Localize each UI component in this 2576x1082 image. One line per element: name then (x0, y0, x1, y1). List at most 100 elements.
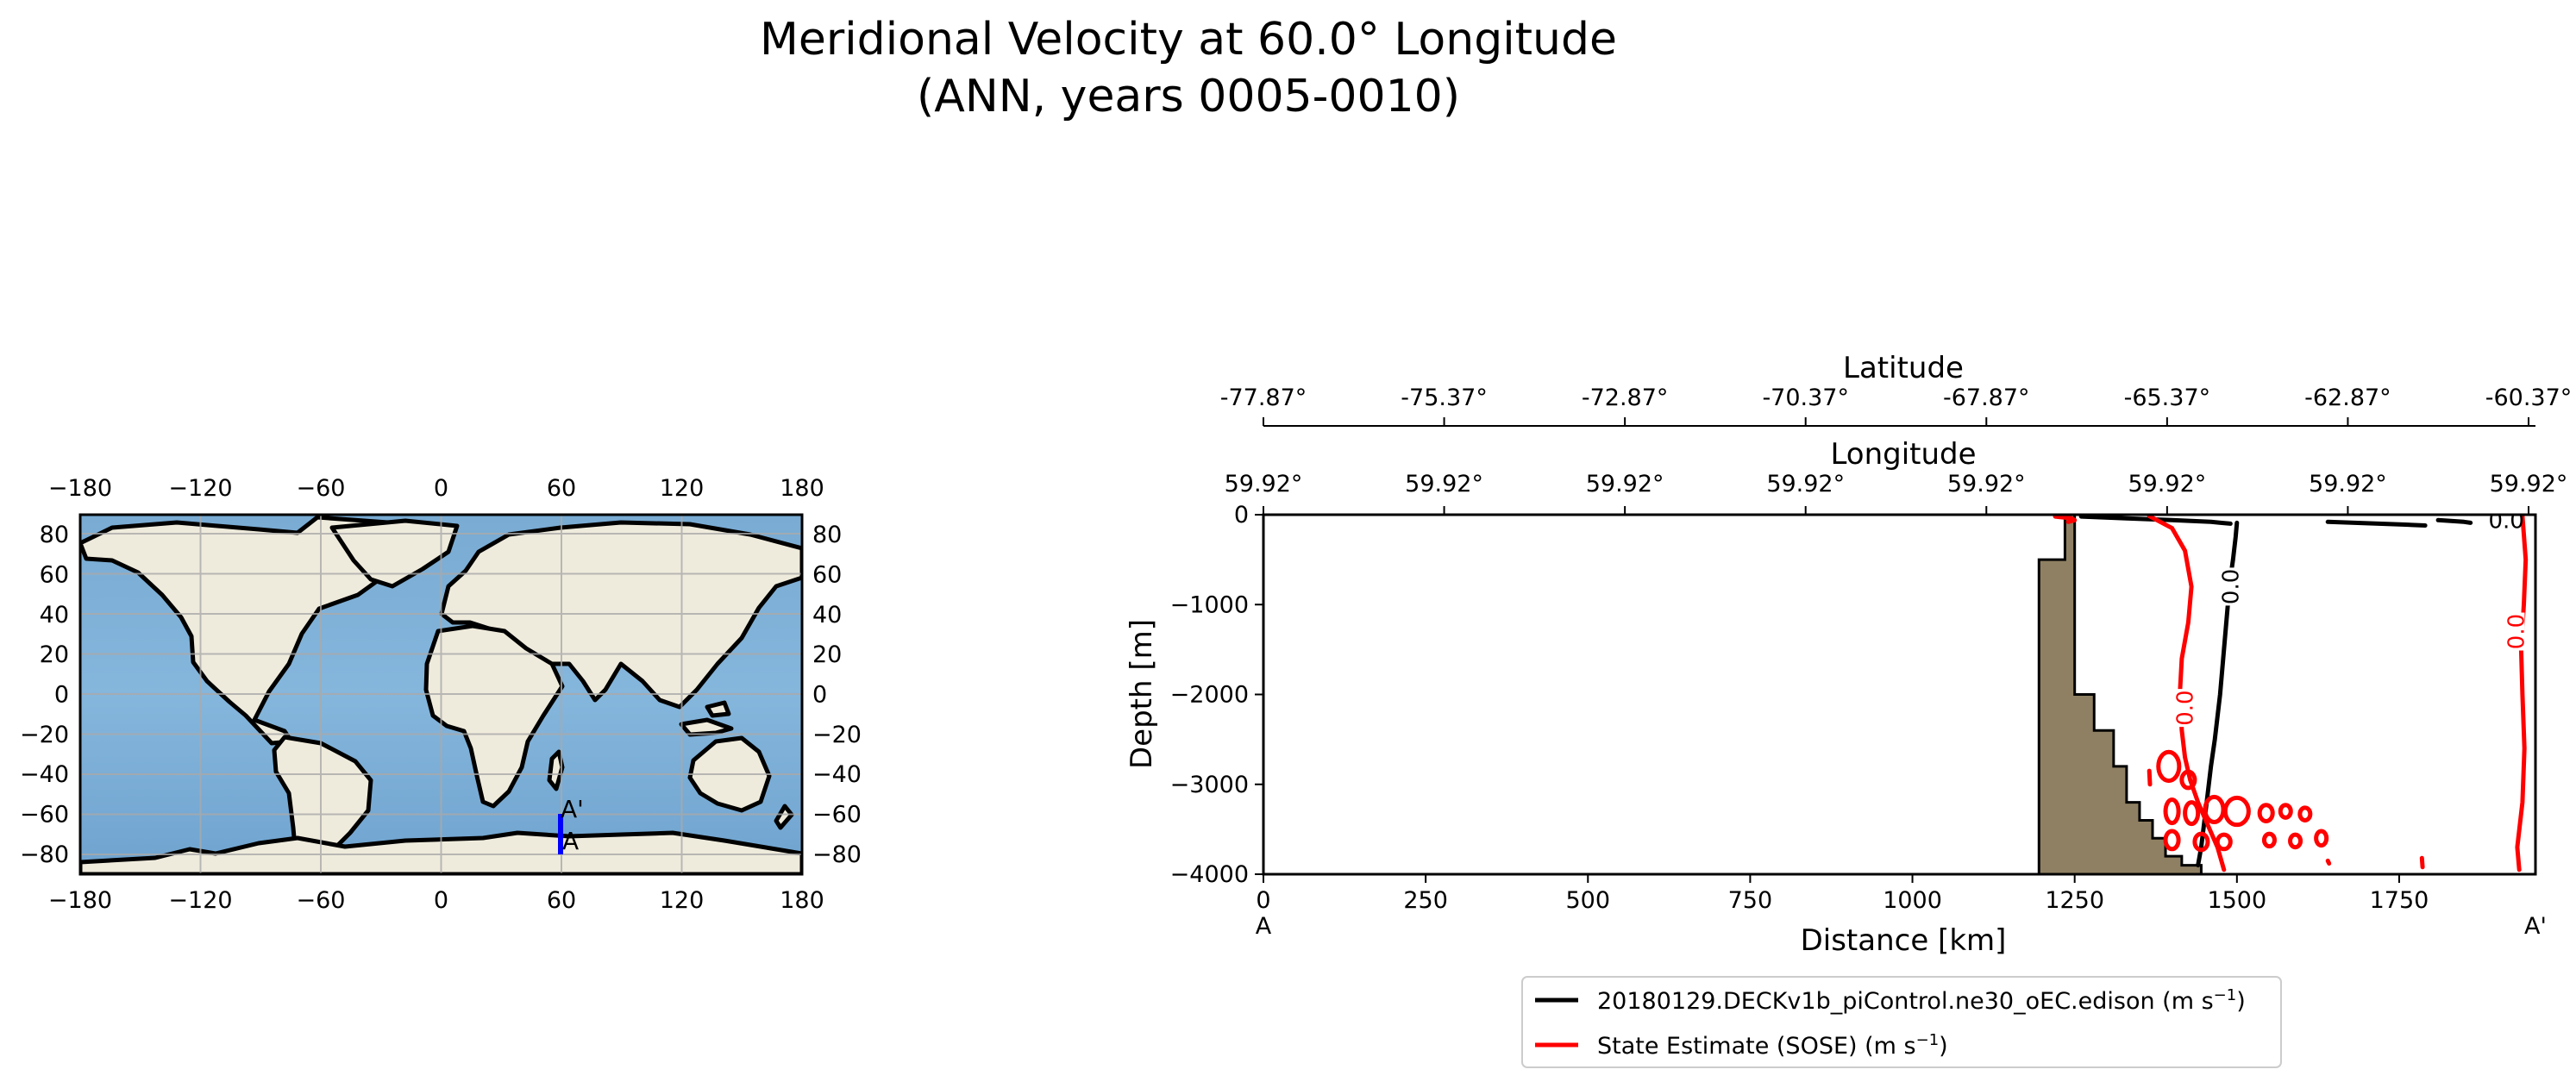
x-tick-label: 1250 (2045, 887, 2104, 914)
greenland-landmass (329, 518, 460, 589)
map-top-tick-label: 120 (660, 475, 705, 502)
map-left-tick-label: 0 (54, 682, 69, 709)
map-right-tick-label: −80 (812, 841, 862, 868)
maritime-continent (679, 700, 734, 737)
map-bottom-tick-label: 120 (660, 887, 705, 914)
map-bottom-tick-label: 180 (780, 887, 824, 914)
map-top-tick-label: −180 (48, 475, 112, 502)
map-bottom-tick-label: 60 (547, 887, 576, 914)
top_axis_1-tick-label: -60.37° (2485, 385, 2573, 411)
bathymetry (1263, 515, 2203, 874)
top_axis_1-tick-label: -62.87° (2304, 385, 2391, 411)
section-background (1263, 515, 2535, 874)
contour-line-model (2078, 515, 2233, 526)
legend-label-sose-sup: −1 (1916, 1031, 1940, 1049)
map-right-tick-label: 80 (812, 522, 842, 548)
map-top-tick-label: 60 (547, 475, 576, 502)
contour-loop-sose (2222, 795, 2251, 828)
map-bottom-tick-label: −180 (48, 887, 112, 914)
contour-line-sose (2325, 858, 2332, 866)
x-tick-label: 1750 (2370, 887, 2429, 914)
contour-line-model (2325, 519, 2428, 528)
top_axis_2-tick-label: 59.92° (2490, 471, 2568, 497)
map-left-tick-label: −80 (20, 841, 69, 868)
y-tick-label: 0 (1234, 502, 1249, 528)
top_axis_2-tick-label: 59.92° (2128, 471, 2206, 497)
x-tick-label: 750 (1728, 887, 1773, 914)
map-left-tick-label: 20 (40, 641, 69, 668)
top_axis_2-tick-label: 59.92° (1586, 471, 1664, 497)
contour-loop-sose (2297, 805, 2313, 822)
contour-label-sose: 0.0 (2173, 690, 2199, 725)
top_axis_1-tick-label: -72.87° (1582, 385, 1669, 411)
new-zealand-landmass (774, 804, 794, 830)
figure-title-line1: Meridional Velocity at 60.0° Longitude (760, 14, 1617, 66)
map-bottom-tick-label: 0 (434, 887, 448, 914)
transect-end-label: A' (561, 795, 584, 823)
map-left-tick-label: −40 (20, 761, 69, 788)
contour-loop-sose (2163, 829, 2181, 852)
map-right-tick-label: −20 (812, 722, 862, 748)
map-right-tick-label: 20 (812, 641, 842, 668)
top_axis_2-tick-label: 59.92° (1225, 471, 1303, 497)
contour-loop-sose (2156, 749, 2182, 784)
map-ticks: −180 −180 −120 −120 −60 −60 0 0 60 60 120 120 180 180… (20, 475, 862, 914)
contour-line-sose (2147, 768, 2153, 787)
map-right-tick-label: 0 (812, 682, 827, 709)
contour-loop-sose (2179, 769, 2197, 791)
map-left-tick-label: −20 (20, 722, 69, 748)
map-top-tick-label: −120 (168, 475, 232, 502)
map-bottom-tick-label: −60 (297, 887, 346, 914)
section-xlabel: Distance [km] (1801, 923, 2007, 958)
contour-label-model: 0.0 (2218, 569, 2244, 604)
contour-label-bg (2176, 689, 2194, 728)
latitude-axis-label: Latitude (1843, 351, 1964, 385)
contour-loop-sose (2261, 831, 2277, 849)
map-top-tick-label: 0 (434, 475, 448, 502)
contour-label-bg (2222, 567, 2240, 606)
map-right-tick-label: 60 (812, 562, 842, 589)
contour-loop-sose (2192, 831, 2210, 853)
map-right-tick-label: −40 (812, 761, 862, 788)
section-ylabel: Depth [m] (1125, 619, 1159, 769)
contour-line-sose (2053, 515, 2078, 524)
section-plot-area: 0.0 0.0 0.0 0.0 (1263, 515, 2529, 874)
map-right-tick-label: 40 (812, 602, 842, 629)
contour-label-sose: 0.0 (2504, 614, 2529, 649)
x-tick-label: 500 (1566, 887, 1611, 914)
contour-loop-sose (2215, 832, 2233, 852)
figure-title-line2: (ANN, years 0005-0010) (917, 71, 1460, 122)
legend-frame (1521, 976, 2282, 1068)
contour-loop-sose (2288, 832, 2303, 850)
map-top-tick-label: −60 (297, 475, 346, 502)
x-tick-label: 250 (1403, 887, 1448, 914)
longitude-axis-label: Longitude (1830, 437, 1976, 472)
contour-line-model (2435, 517, 2473, 525)
y-tick-label: −1000 (1170, 591, 1249, 618)
section-start-label: A (1256, 913, 1272, 940)
map-top-tick-label: 180 (780, 475, 824, 502)
x-tick-label: 1000 (1883, 887, 1942, 914)
top_axis_2-tick-label: 59.92° (1947, 471, 2026, 497)
contour-loop-sose (2314, 829, 2329, 848)
top_axis_1-tick-label: -70.37° (1762, 385, 1849, 411)
legend-label-model-sup: −1 (2214, 986, 2237, 1004)
legend: 20180129.DECKv1b_piControl.ne30_oEC.edis… (1521, 976, 2282, 1068)
top_axis_2-tick-label: 59.92° (1766, 471, 1845, 497)
map-left-tick-label: 40 (40, 602, 69, 629)
contour-label-bg (2498, 515, 2516, 540)
map-left-tick-label: 80 (40, 522, 69, 548)
y-tick-label: −2000 (1170, 682, 1249, 709)
y-tick-label: −4000 (1170, 861, 1249, 888)
africa-landmass (423, 623, 565, 809)
legend-label-sose-name: State Estimate (SOSE) (m s (1597, 1033, 1916, 1060)
top_axis_2-tick-label: 59.92° (2309, 471, 2387, 497)
section-axes: 0 250 500 750 1000 1250 1500 1750 0 −1000 −2000 −30… (1170, 385, 2573, 914)
legend-label-sose-suffix: ) (1939, 1033, 1948, 1060)
contour-loop-sose (2257, 803, 2275, 823)
y-tick-label: −3000 (1170, 772, 1249, 798)
top_axis_1-tick-label: -77.87° (1220, 385, 1307, 411)
contour-loop-sose (2163, 797, 2181, 826)
x-tick-label: 0 (1256, 887, 1270, 914)
